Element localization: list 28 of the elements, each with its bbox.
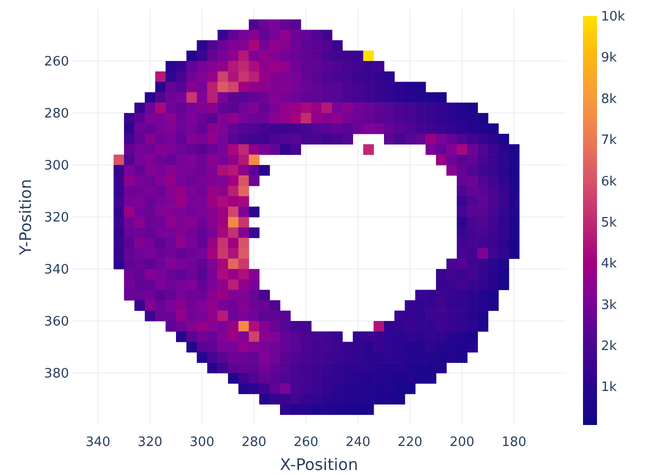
- y-tick-label: 280: [44, 106, 69, 122]
- x-tick-label: 320: [138, 435, 162, 450]
- y-axis-title: Y-Position: [16, 179, 35, 256]
- color-bar-label: 3k: [601, 298, 618, 313]
- color-bar-label: 9k: [601, 50, 618, 66]
- color-bar-label: 1k: [601, 380, 618, 396]
- color-bar-label: 8k: [601, 92, 618, 107]
- x-tick-label: 340: [86, 435, 110, 450]
- x-tick-label: 280: [242, 435, 266, 450]
- color-bar-label: 4k: [601, 256, 618, 272]
- color-bar-label: 5k: [601, 215, 618, 230]
- x-tick-label: 200: [450, 435, 474, 450]
- y-tick-label: 360: [44, 314, 69, 330]
- y-tick-label: 260: [44, 54, 69, 70]
- y-tick-label: 340: [44, 262, 69, 278]
- x-axis-title: X-Position: [280, 455, 358, 474]
- color-bar-label: 7k: [601, 133, 618, 148]
- color-bar-label: 10k: [601, 10, 626, 25]
- y-tick-label: 320: [44, 210, 69, 226]
- x-tick-label: 240: [346, 435, 370, 450]
- x-tick-label: 300: [190, 435, 214, 450]
- x-tick-label: 220: [398, 435, 422, 450]
- y-tick-label: 300: [44, 158, 69, 174]
- color-bar-label: 2k: [601, 339, 618, 354]
- x-tick-label: 180: [502, 435, 526, 450]
- y-tick-label: 380: [44, 366, 69, 382]
- x-tick-label: 260: [294, 435, 318, 450]
- color-bar-label: 6k: [601, 174, 618, 190]
